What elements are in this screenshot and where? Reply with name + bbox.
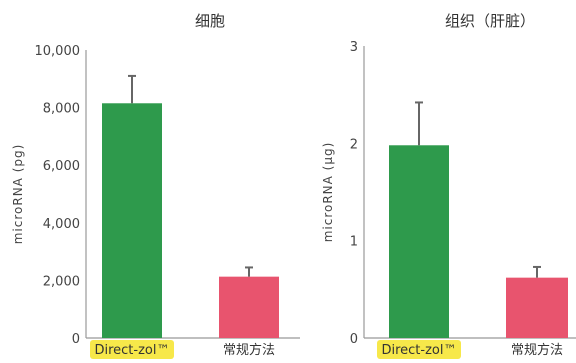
y-tick-label: 4,000 bbox=[43, 217, 80, 232]
category-highlight bbox=[90, 340, 174, 359]
bar bbox=[219, 276, 279, 338]
y-tick-label: 0 bbox=[72, 332, 80, 347]
chart-title: 组织（肝脏） bbox=[445, 12, 535, 30]
chart-title: 细胞 bbox=[195, 12, 225, 30]
x-category-label: Direct-zol™ bbox=[381, 343, 456, 358]
y-tick-label: 2,000 bbox=[43, 274, 80, 289]
bar bbox=[389, 145, 449, 338]
y-tick-label: 1 bbox=[350, 235, 358, 250]
category-highlight bbox=[377, 340, 461, 359]
y-tick-label: 3 bbox=[350, 40, 358, 55]
x-category-label: 常规方法 bbox=[223, 342, 275, 358]
y-axis-label: microRNA (μg) bbox=[321, 142, 335, 243]
y-tick-label: 0 bbox=[350, 332, 358, 347]
y-tick-label: 2 bbox=[350, 137, 358, 152]
x-category-label: Direct-zol™ bbox=[94, 343, 169, 358]
bar bbox=[102, 103, 162, 338]
y-axis-label: microRNA (pg) bbox=[11, 144, 25, 245]
y-tick-label: 8,000 bbox=[43, 102, 80, 117]
x-category-label: 常规方法 bbox=[511, 342, 563, 358]
bar bbox=[506, 277, 568, 338]
y-tick-label: 10,000 bbox=[35, 44, 81, 59]
y-tick-label: 6,000 bbox=[43, 159, 80, 174]
